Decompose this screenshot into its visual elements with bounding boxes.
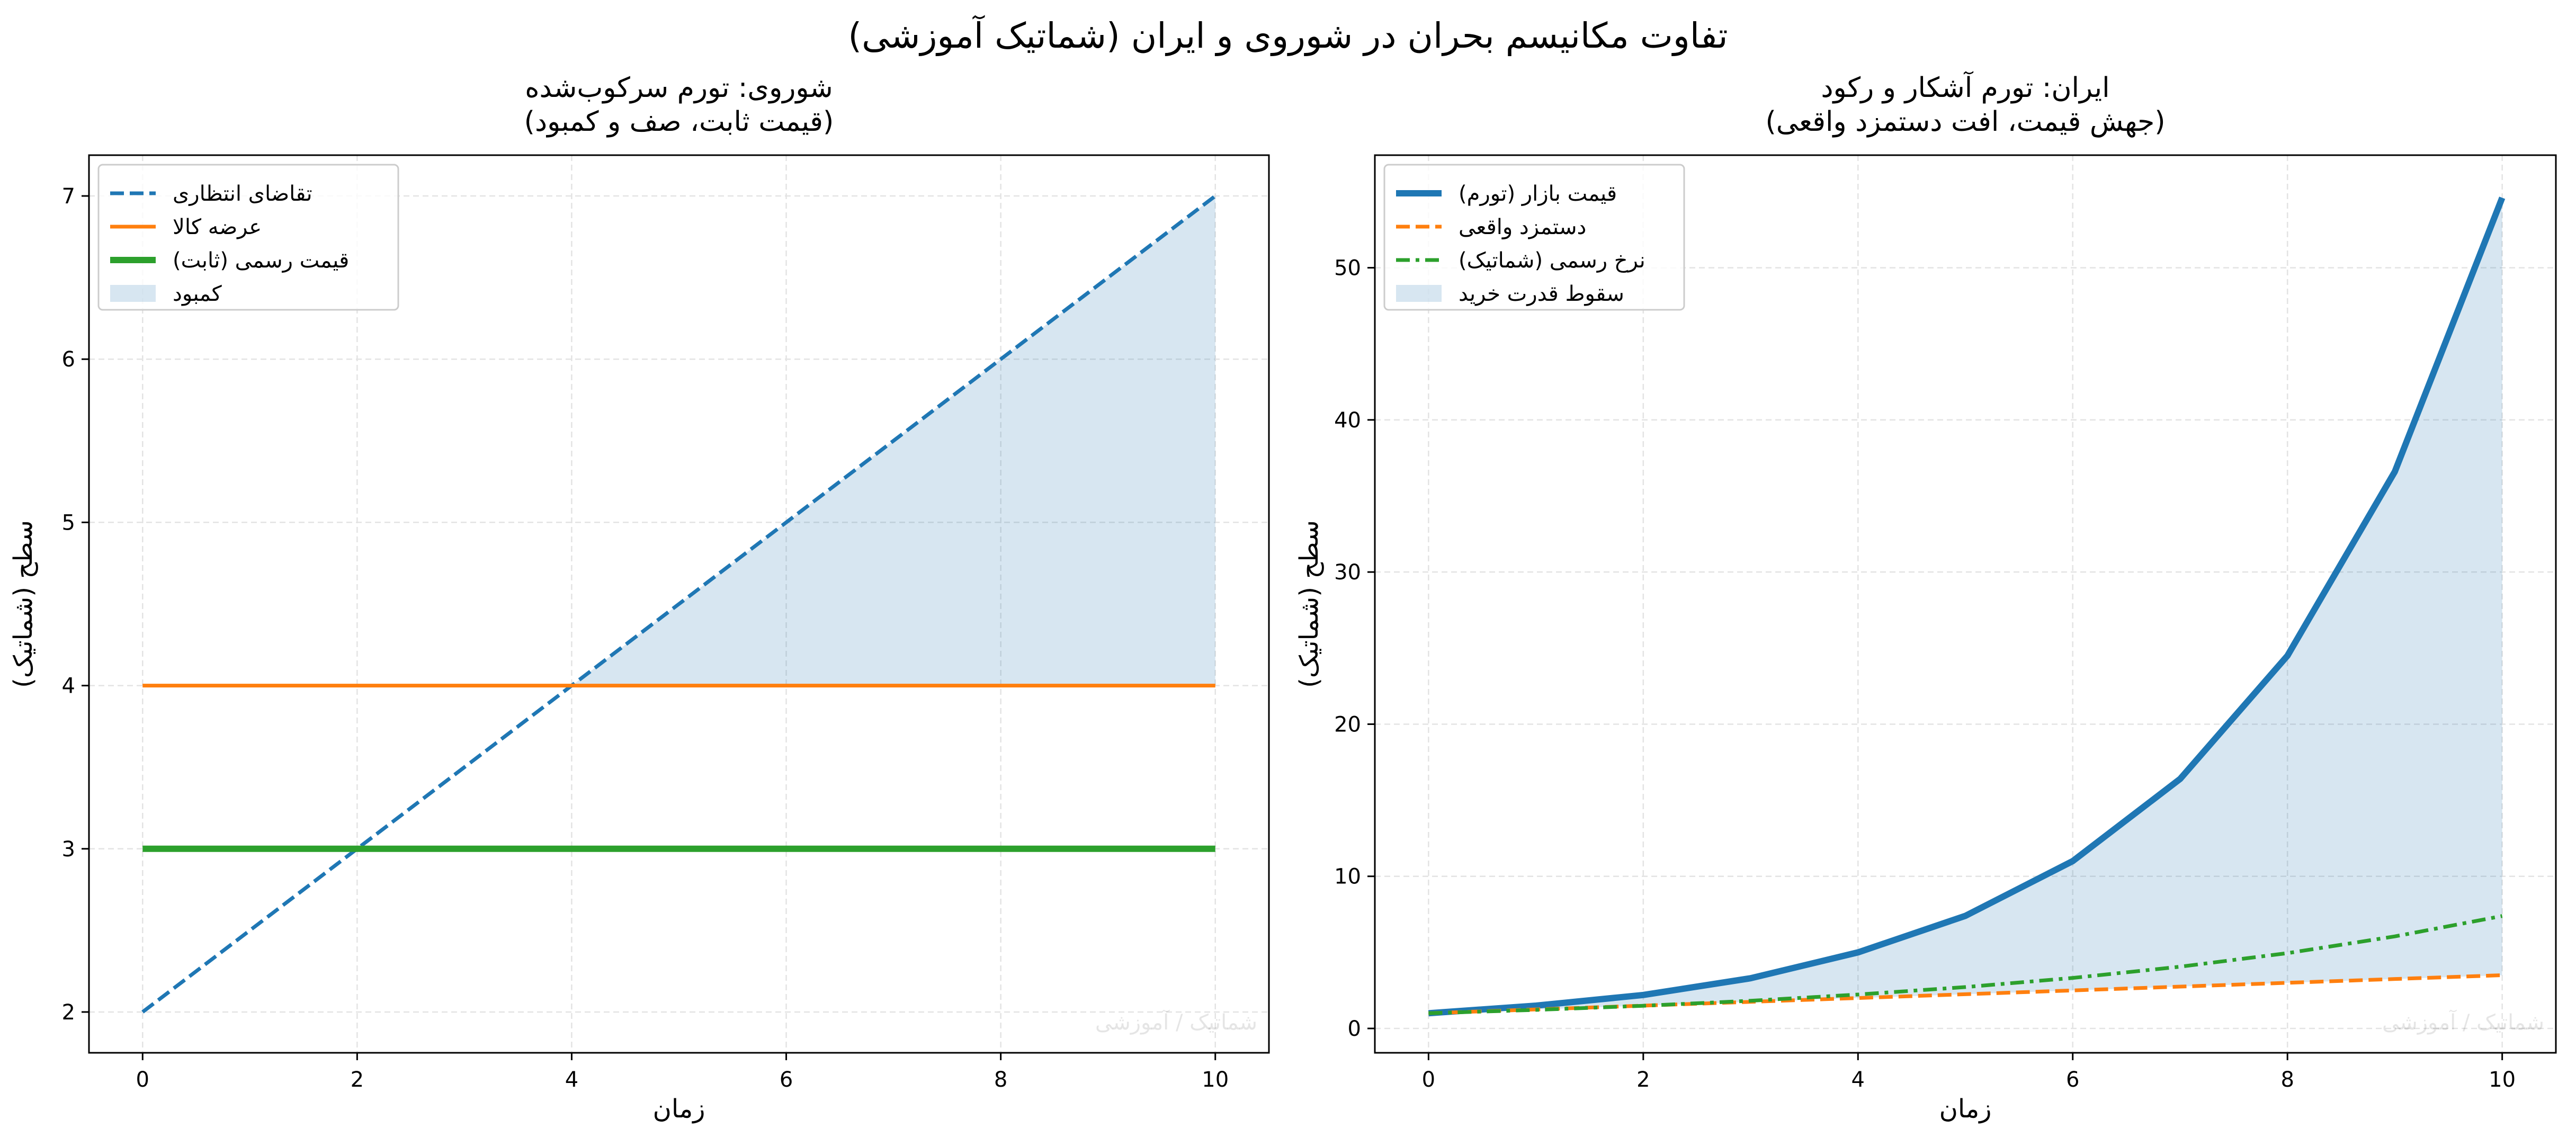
y-axis-label: سطح (شماتیک): [1294, 520, 1324, 688]
y-tick-label: 10: [1334, 865, 1361, 889]
x-tick-label: 8: [2280, 1068, 2294, 1092]
x-tick-label: 2: [351, 1068, 364, 1092]
x-tick-label: 6: [780, 1068, 793, 1092]
plot-frame: [88, 154, 1270, 1054]
y-tick-label: 3: [62, 837, 75, 862]
legend: تقاضای انتظاری عرضه کالا قیمت رسمی (ثابت) ک…: [97, 164, 399, 311]
series-line-3: [1428, 914, 2503, 1015]
x-tick-label: 2: [1636, 1068, 1650, 1092]
y-tick-label: 6: [62, 347, 75, 372]
chart-subtitle: (قیمت ثابت، صف و کمبود): [524, 106, 834, 138]
plot-frame: [1374, 154, 2557, 1054]
chart-soviet: 0 2 4 6 8 10 2 3 4 5 6 7 شوروی: تورم سرکوب‌شده(قیمت …: [8, 72, 1270, 1124]
watermark: شماتیک / آموزشی: [1095, 1009, 1257, 1035]
y-tick-label: 30: [1334, 560, 1361, 585]
x-tick-label: 0: [1422, 1068, 1435, 1092]
legend-label: قیمت رسمی (ثابت): [173, 248, 349, 273]
x-axis-label: زمان: [653, 1094, 705, 1124]
y-axis-label: سطح (شماتیک): [8, 520, 38, 688]
y-tick-label: 40: [1334, 408, 1361, 433]
chart-iran: 0 2 4 6 8 10 0 10 20 30 40 50 ایران: تورم آشکار و رک…: [1294, 70, 2557, 1124]
legend-label: دستمزد واقعی: [1459, 215, 1586, 239]
legend-label: کمبود: [173, 282, 222, 306]
legend-swatch: [1396, 285, 1442, 302]
chart-title: شوروی: تورم سرکوب‌شده: [525, 72, 833, 104]
legend-box: [97, 164, 399, 311]
x-tick-label: 4: [1851, 1068, 1865, 1092]
chart-title: ایران: تورم آشکار و رکود: [1821, 70, 2109, 104]
watermark: شماتیک / آموزشی: [2382, 1009, 2544, 1035]
fill-area: [1428, 198, 2502, 1014]
y-tick-label: 20: [1334, 712, 1361, 737]
legend-label: عرضه کالا: [173, 215, 262, 239]
legend: قیمت بازار (تورم) دستمزد واقعی نرخ رسمی (ش…: [1383, 164, 1685, 311]
series-line-1: [141, 194, 1217, 1014]
legend-label: قیمت بازار (تورم): [1459, 182, 1617, 206]
series-line-1: [1428, 196, 2506, 1017]
x-axis-label: زمان: [1939, 1094, 1992, 1124]
figure-suptitle: تفاوت مکانیسم بحران در شوروی و ایران (شم…: [848, 15, 1728, 56]
chart-subtitle: (جهش قیمت، افت دستمزد واقعی): [1765, 106, 2165, 138]
y-tick-label: 4: [62, 674, 75, 699]
x-tick-label: 6: [2066, 1068, 2079, 1092]
y-tick-label: 2: [62, 1000, 75, 1025]
legend-label: تقاضای انتظاری: [173, 182, 312, 206]
y-tick-label: 50: [1334, 256, 1361, 281]
x-tick-label: 10: [1202, 1068, 1229, 1092]
legend-swatch: [110, 285, 156, 302]
y-tick-label: 5: [62, 511, 75, 535]
y-tick-label: 0: [1348, 1017, 1361, 1041]
legend-label: سقوط قدرت خرید: [1459, 282, 1624, 306]
x-tick-label: 0: [136, 1068, 149, 1092]
x-tick-label: 10: [2489, 1068, 2516, 1092]
legend-label: نرخ رسمی (شماتیک): [1459, 248, 1645, 273]
y-tick-label: 7: [62, 184, 75, 209]
x-tick-label: 4: [565, 1068, 578, 1092]
legend-box: [1383, 164, 1685, 311]
x-tick-label: 8: [994, 1068, 1007, 1092]
